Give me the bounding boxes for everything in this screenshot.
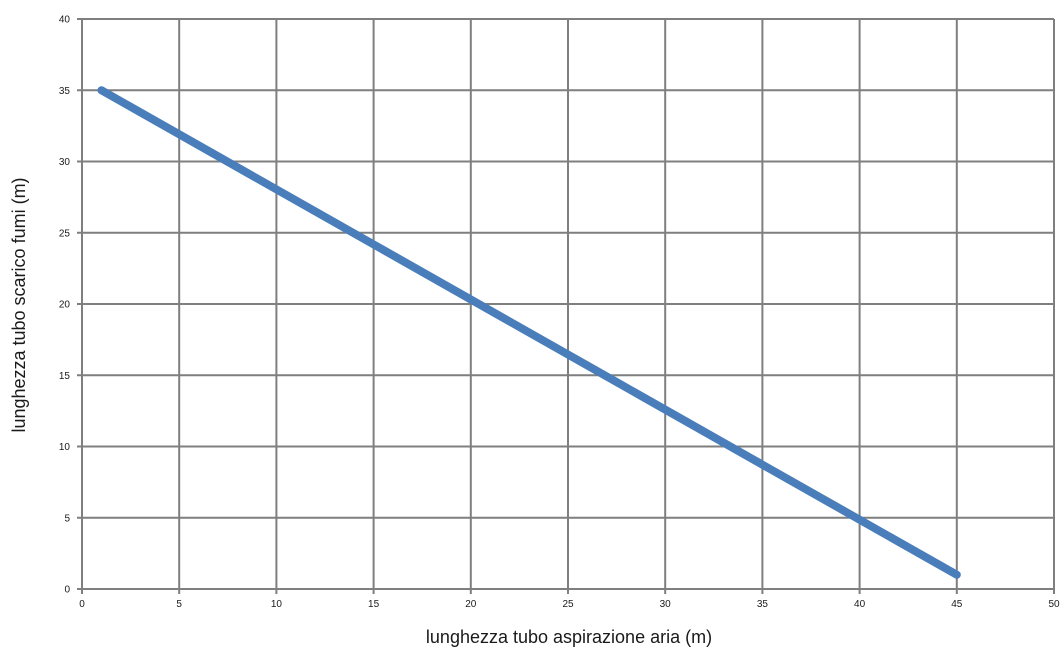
grid (77, 18, 1055, 594)
x-tick-label: 30 (660, 599, 672, 610)
x-tick-label: 50 (1048, 599, 1060, 610)
y-tick-label: 20 (59, 300, 71, 311)
y-axis-title: lunghezza tubo scarico fumi (m) (9, 177, 29, 432)
x-tick-label: 5 (176, 599, 182, 610)
y-tick-label: 35 (59, 86, 71, 97)
y-tick-label: 30 (59, 157, 71, 168)
x-tick-label: 40 (854, 599, 866, 610)
x-axis-title: lunghezza tubo aspirazione aria (m) (426, 627, 712, 647)
x-tick-label: 20 (465, 599, 477, 610)
x-tick-label: 10 (271, 599, 283, 610)
axes (81, 19, 1054, 590)
y-tick-label: 15 (59, 371, 71, 382)
tick-labels: 0 5 10 15 20 25 30 35 40 45 50 0 5 10 15 20 25 30 35 40 (59, 15, 1060, 611)
x-tick-label: 15 (368, 599, 380, 610)
x-tick-label: 25 (562, 599, 574, 610)
y-tick-label: 0 (64, 585, 70, 596)
y-tick-label: 10 (59, 442, 71, 453)
y-tick-label: 25 (59, 228, 71, 239)
x-tick-label: 0 (79, 599, 85, 610)
x-tick-label: 45 (951, 599, 963, 610)
series (97, 86, 961, 579)
y-tick-label: 5 (64, 513, 70, 524)
x-tick-label: 35 (757, 599, 769, 610)
y-tick-label: 40 (59, 15, 71, 26)
series-line (97, 86, 961, 579)
